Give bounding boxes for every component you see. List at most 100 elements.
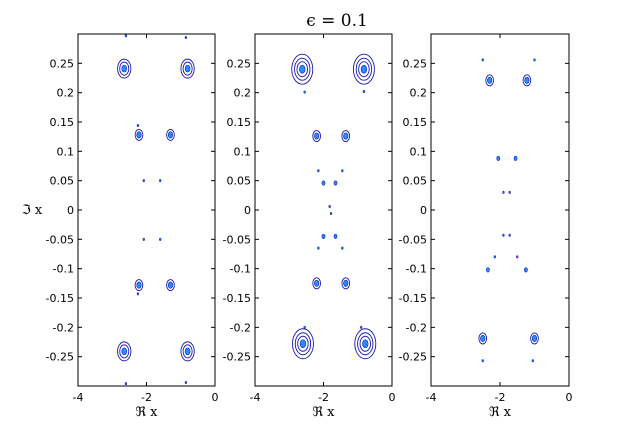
contour-core: [136, 292, 140, 296]
contour-ring: [119, 344, 130, 359]
contour-core: [481, 58, 484, 62]
contour-point: [321, 180, 326, 186]
contour-core: [341, 169, 344, 173]
y-tick-label: -0.05: [223, 233, 251, 246]
contour-point: [362, 89, 366, 93]
panel-1: 0.25 0.2 0.15 0.1 0.05 0 -0.05 -0.1 -0.15 -0.2 -0.…: [22, 33, 219, 420]
contour-core: [317, 169, 320, 173]
y-tick-label: -0.15: [223, 292, 251, 305]
y-axis-label: ℑ x: [22, 203, 43, 218]
contour-point: [531, 359, 534, 363]
contour-core: [142, 237, 145, 241]
y-tick-label: 0.2: [57, 87, 75, 100]
contour-core: [299, 64, 306, 74]
panel-2: 0.25 0.2 0.15 0.1 0.05 0 -0.05 -0.1 -0.15 -0.2 -0.…: [223, 33, 396, 420]
y-tick-label: 0.05: [403, 175, 428, 188]
contour-point: [341, 246, 344, 250]
contour-point: [530, 332, 539, 345]
contour-core: [362, 89, 366, 93]
contour-core: [496, 155, 501, 161]
contour-point: [329, 212, 333, 216]
y-tick-label: -0.05: [399, 233, 427, 246]
contour-core: [343, 279, 349, 287]
contour-ring: [352, 53, 375, 85]
x-tick-label: -2: [495, 391, 506, 404]
contour-core: [502, 233, 505, 237]
contour-core: [121, 64, 127, 73]
contour-ring: [297, 335, 309, 352]
contour-point: [516, 255, 519, 259]
contour-ring: [341, 130, 351, 143]
contour-core: [481, 359, 484, 363]
contour-core: [508, 233, 511, 237]
contour-point: [136, 292, 140, 296]
contour-point: [180, 58, 195, 79]
contour-ring: [292, 328, 314, 360]
contour-core: [314, 132, 320, 140]
contour-core: [513, 155, 518, 161]
contour-point: [317, 246, 320, 250]
contour-core: [333, 233, 338, 239]
contour-core: [184, 380, 188, 384]
y-tick-label: 0.1: [410, 145, 428, 158]
y-tick-label: 0.25: [227, 57, 252, 70]
contour-point: [124, 382, 128, 386]
contour-core: [487, 76, 493, 84]
y-tick-label: 0.25: [50, 57, 75, 70]
contour-core: [159, 237, 162, 241]
y-tick-label: -0.2: [230, 321, 251, 334]
contour-core: [502, 190, 505, 194]
contour-point: [312, 130, 321, 143]
y-tick-label: -0.25: [46, 351, 74, 364]
contour-ring: [358, 61, 370, 78]
contour-ring: [354, 328, 377, 360]
contour-ring: [182, 61, 193, 76]
contour-core: [362, 339, 369, 349]
panel-frame: [254, 33, 393, 387]
contour-point: [184, 36, 188, 40]
contour-point: [166, 128, 175, 141]
x-tick-label: -2: [318, 391, 329, 404]
contour-ring: [180, 341, 195, 362]
contour-point: [159, 237, 162, 241]
contour-core: [333, 180, 338, 186]
x-axis-label: ℜ x: [489, 405, 512, 420]
contour-point: [142, 179, 145, 183]
panels: 0.25 0.2 0.15 0.1 0.05 0 -0.05 -0.1 -0.15 -0.2 -0.…: [22, 33, 573, 420]
contour-core: [524, 267, 528, 273]
contour-core: [516, 255, 519, 259]
y-tick-label: 0.1: [234, 145, 252, 158]
contour-point: [124, 34, 128, 38]
contour-core: [303, 325, 306, 329]
contour-core: [124, 34, 128, 38]
contour-point: [328, 204, 331, 208]
y-tick-label: 0.15: [50, 116, 75, 129]
contour-point: [341, 277, 351, 290]
contour-core: [508, 190, 511, 194]
contour-ring: [117, 58, 132, 79]
contour-point: [354, 328, 377, 360]
contour-core: [360, 325, 363, 329]
contour-point: [134, 279, 144, 292]
contour-core: [329, 212, 333, 216]
contour-core: [136, 124, 140, 128]
contour-ring: [530, 332, 539, 345]
contour-point: [524, 267, 528, 273]
x-tick-label: 0: [212, 391, 219, 404]
contour-ring: [355, 57, 373, 81]
y-tick-label: 0: [67, 204, 74, 217]
y-tick-label: 0.2: [234, 87, 252, 100]
contour-core: [303, 90, 306, 94]
contour-ring: [294, 332, 312, 356]
y-tick-label: 0.05: [227, 175, 252, 188]
y-tick-label: 0: [420, 204, 427, 217]
contour-core: [321, 233, 326, 239]
y-tick-label: -0.1: [230, 263, 251, 276]
x-tick-label: -4: [426, 391, 437, 404]
contour-point: [333, 180, 338, 186]
y-tick-label: 0.25: [403, 57, 428, 70]
contour-core: [136, 131, 142, 139]
y-tick-label: 0.2: [410, 87, 428, 100]
contour-ring: [180, 58, 195, 79]
contour-core: [121, 347, 127, 356]
